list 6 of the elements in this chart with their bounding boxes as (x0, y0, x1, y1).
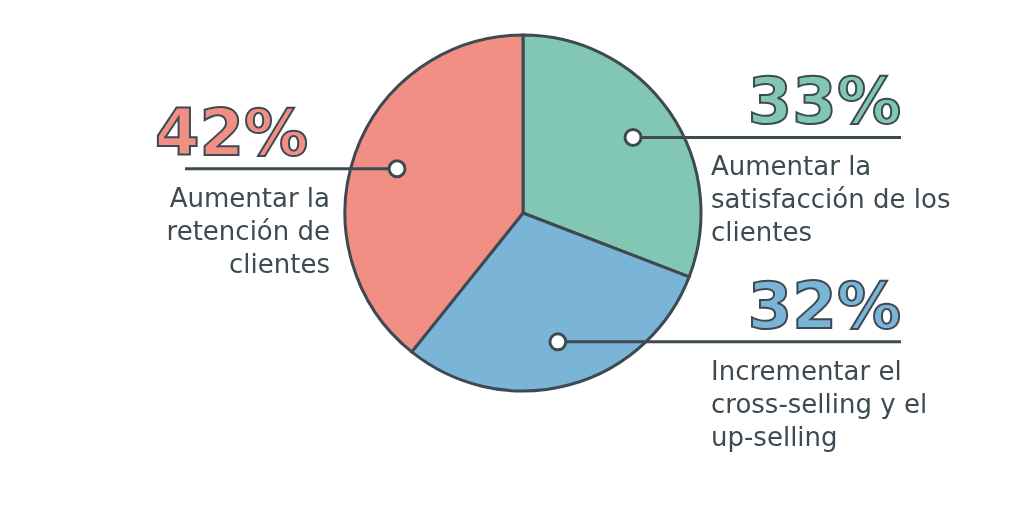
slice-label: Incrementar el cross-selling y el up-selling (711, 355, 928, 452)
data-label: 42% (155, 95, 309, 170)
data-label: 33% (747, 64, 901, 139)
slice-label: Aumentar la satisfacción de los clientes (711, 151, 951, 248)
slice-label: Aumentar la retención de clientes (166, 182, 330, 279)
data-label: 32% (747, 268, 901, 343)
